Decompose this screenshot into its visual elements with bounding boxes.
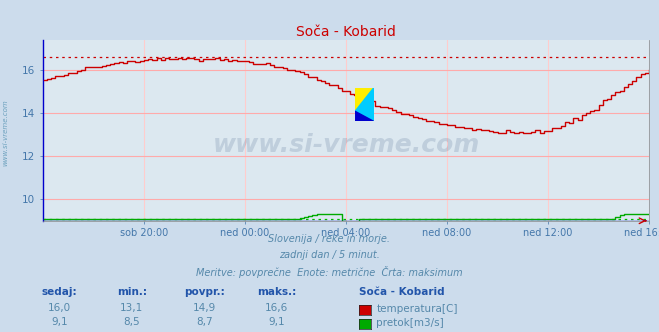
Text: www.si-vreme.com: www.si-vreme.com [2, 99, 9, 166]
Text: 14,9: 14,9 [192, 303, 216, 313]
Text: Soča - Kobarid: Soča - Kobarid [359, 287, 445, 297]
Text: pretok[m3/s]: pretok[m3/s] [376, 318, 444, 328]
Polygon shape [355, 111, 374, 121]
Text: temperatura[C]: temperatura[C] [376, 304, 458, 314]
Polygon shape [355, 88, 374, 121]
Text: 16,0: 16,0 [47, 303, 71, 313]
Text: min.:: min.: [117, 287, 147, 297]
Text: 8,7: 8,7 [196, 317, 213, 327]
Text: 8,5: 8,5 [123, 317, 140, 327]
Title: Soča - Kobarid: Soča - Kobarid [296, 25, 396, 39]
Text: Meritve: povprečne  Enote: metrične  Črta: maksimum: Meritve: povprečne Enote: metrične Črta:… [196, 266, 463, 278]
Text: Slovenija / reke in morje.: Slovenija / reke in morje. [268, 234, 391, 244]
Text: 16,6: 16,6 [265, 303, 289, 313]
Text: 9,1: 9,1 [51, 317, 68, 327]
Polygon shape [355, 88, 374, 111]
Text: povpr.:: povpr.: [184, 287, 225, 297]
Text: 9,1: 9,1 [268, 317, 285, 327]
Text: www.si-vreme.com: www.si-vreme.com [212, 133, 480, 157]
Text: sedaj:: sedaj: [42, 287, 77, 297]
Text: zadnji dan / 5 minut.: zadnji dan / 5 minut. [279, 250, 380, 260]
Text: maks.:: maks.: [257, 287, 297, 297]
Text: 13,1: 13,1 [120, 303, 144, 313]
